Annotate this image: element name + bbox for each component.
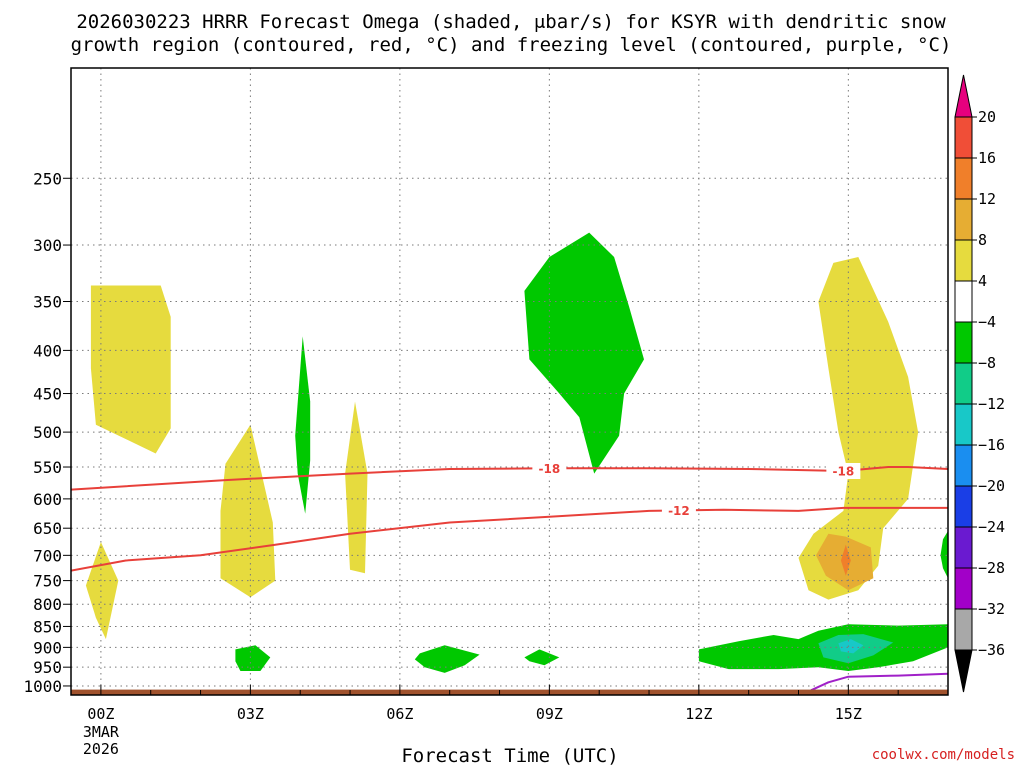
y-tick-label-450: 450: [33, 385, 62, 404]
contour-line-2: [810, 672, 948, 692]
contour-label-0-0: -18: [539, 462, 561, 476]
colorbar-bin-6: [954, 362, 973, 405]
colorbar-label-8: −16: [978, 436, 1005, 454]
omega-region-13: [940, 531, 948, 579]
colorbar-label-2: 12: [978, 190, 996, 208]
colorbar-bin-10: [954, 526, 973, 569]
y-tick-label-250: 250: [33, 169, 62, 188]
colorbar-label-9: −20: [978, 477, 1005, 495]
y-tick-label-950: 950: [33, 658, 62, 677]
colorbar-label-1: 16: [978, 149, 996, 167]
omega-region-3: [345, 401, 368, 574]
colorbar-bin-9: [954, 485, 973, 528]
y-tick-label-850: 850: [33, 617, 62, 636]
colorbar-label-6: −8: [978, 354, 996, 372]
credit-text: coolwx.com/models: [872, 747, 1015, 763]
contour-label-bg-1-0: [661, 502, 696, 519]
contour-label-0-1: -18: [833, 464, 855, 478]
x-tick-sublabel-0: 3MAR: [83, 723, 120, 741]
colorbar-label-12: −32: [978, 600, 1005, 618]
y-tick-label-900: 900: [33, 638, 62, 657]
omega-region-1: [85, 542, 119, 640]
y-tick-label-550: 550: [33, 458, 62, 477]
x-tick-label-00Z: 00Z: [87, 705, 114, 723]
contour-line-1: [71, 506, 948, 572]
contour-line-0: [71, 466, 948, 491]
x-tick-label-06Z: 06Z: [386, 705, 413, 723]
plot-frame: [70, 67, 949, 696]
contour-label-1-0: -12: [668, 504, 690, 518]
colorbar-bin-4: [954, 280, 973, 323]
pressure-axis: 250 300 350 400 450 500 550 600 650 700 750 800 850 9…: [23, 169, 71, 696]
omega-region-7: [295, 336, 311, 514]
colorbar-bin-1: [954, 157, 973, 200]
colorbar-top-arrow: [954, 74, 973, 118]
colorbar-bin-8: [954, 444, 973, 487]
colorbar-label-0: 20: [978, 108, 996, 126]
colorbar: 20 16 12 8 4 −4 −8 −12 −16 −20 −24 −28 −32 −36: [954, 74, 1005, 693]
y-tick-label-350: 350: [33, 292, 62, 311]
omega-region-4: [798, 257, 919, 600]
omega-shaded-regions: [85, 232, 948, 673]
ground-strip: [71, 689, 948, 695]
omega-region-15: [838, 639, 864, 654]
y-tick-label-700: 700: [33, 546, 62, 565]
omega-region-0: [90, 285, 171, 454]
colorbar-label-5: −4: [978, 313, 996, 331]
y-tick-label-800: 800: [33, 595, 62, 614]
colorbar-bin-0: [954, 116, 973, 159]
x-tick-label-03Z: 03Z: [237, 705, 264, 723]
x-axis-title: Forecast Time (UTC): [401, 745, 618, 767]
omega-region-11: [524, 649, 560, 666]
contour-label-bg-0-1: [826, 462, 861, 479]
colorbar-bin-7: [954, 403, 973, 446]
contour-labels: -18 -18 -12: [532, 460, 861, 519]
omega-region-9: [235, 645, 271, 671]
plot-area: [71, 68, 948, 695]
colorbar-bin-11: [954, 567, 973, 610]
y-tick-label-500: 500: [33, 423, 62, 442]
colorbar-bin-5: [954, 321, 973, 364]
colorbar-label-4: 4: [978, 272, 987, 290]
gridlines: [71, 68, 948, 695]
contour-label-bg-0-0: [532, 460, 567, 477]
x-tick-label-09Z: 09Z: [536, 705, 563, 723]
colorbar-bin-2: [954, 198, 973, 241]
contour-lines: [71, 466, 948, 692]
y-tick-label-750: 750: [33, 572, 62, 591]
colorbar-bottom-arrow: [954, 649, 973, 693]
omega-region-6: [840, 544, 851, 576]
omega-region-2: [220, 424, 276, 598]
x-tick-label-15Z: 15Z: [835, 705, 862, 723]
colorbar-bin-3: [954, 239, 973, 282]
omega-region-10: [414, 645, 480, 673]
y-tick-label-400: 400: [33, 341, 62, 360]
y-tick-label-650: 650: [33, 519, 62, 538]
chart-title-line-1: 2026030223 HRRR Forecast Omega (shaded, …: [76, 11, 946, 33]
y-tick-label-300: 300: [33, 236, 62, 255]
colorbar-label-13: −36: [978, 641, 1005, 659]
x-tick-sublabel-1: 2026: [83, 740, 119, 758]
chart-title-line-2: growth region (contoured, red, °C) and f…: [71, 34, 952, 56]
y-tick-label-1000: 1000: [23, 677, 62, 696]
omega-region-8: [524, 232, 644, 474]
colorbar-bin-12: [954, 608, 973, 651]
y-tick-label-600: 600: [33, 490, 62, 509]
colorbar-label-7: −12: [978, 395, 1005, 413]
x-tick-label-12Z: 12Z: [685, 705, 712, 723]
colorbar-label-3: 8: [978, 231, 987, 249]
colorbar-label-11: −28: [978, 559, 1005, 577]
colorbar-label-10: −24: [978, 518, 1005, 536]
ground-fill: [71, 689, 948, 695]
